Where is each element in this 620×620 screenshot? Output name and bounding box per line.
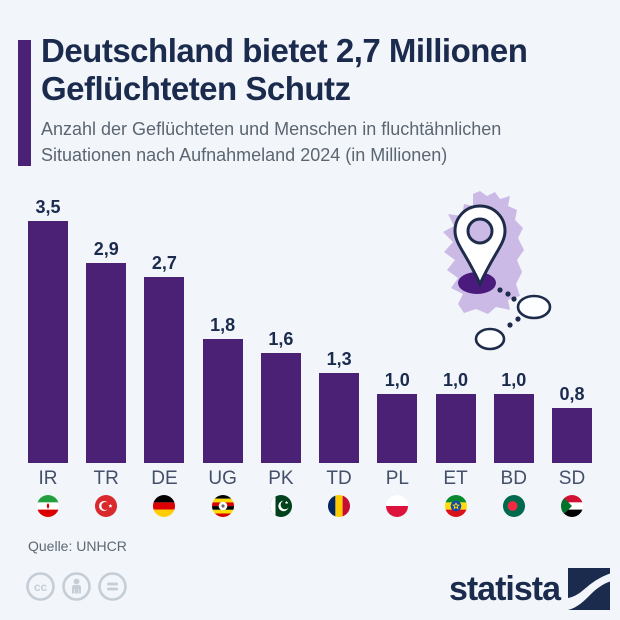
bar-category-label: PK xyxy=(268,468,294,489)
bar-meta: PL xyxy=(386,463,409,525)
bar-column-PK: 1,6 PK xyxy=(260,195,301,525)
bar-column-DE: 2,7 DE xyxy=(144,195,185,525)
chart-title-line2: Geflüchteten Schutz xyxy=(41,70,351,107)
statista-wordmark: statista xyxy=(448,570,561,608)
bar-meta: PK xyxy=(268,463,294,525)
flag-poland-icon xyxy=(386,495,409,517)
chart-subtitle-line2: Situationen nach Aufnahmeland 2024 (in M… xyxy=(41,145,448,165)
bar-column-TD: 1,3 TD xyxy=(319,195,360,525)
flag-iran-icon xyxy=(37,495,59,517)
bar-meta: TR xyxy=(94,463,119,525)
bar-meta: SD xyxy=(559,463,585,525)
svg-text:cc: cc xyxy=(34,580,48,594)
flag-ethiopia-icon xyxy=(444,495,467,517)
bar-value-label: 1,0 xyxy=(384,370,410,390)
bar-meta: IR xyxy=(37,463,59,525)
bar-meta: BD xyxy=(501,463,527,525)
bar-column-ET: 1,0 ET xyxy=(435,195,476,525)
dotted-trail xyxy=(497,287,521,328)
bar-meta: UG xyxy=(208,463,237,525)
chart-subtitle: Anzahl der Geflüchteten und Menschen in … xyxy=(41,116,586,168)
germany-map-pin-icon xyxy=(443,191,552,351)
statista-logo-mark-icon xyxy=(568,568,610,610)
bar-column-TR: 2,9 TR xyxy=(86,195,127,525)
bar-category-label: SD xyxy=(558,468,586,489)
bar-BD[interactable] xyxy=(493,394,534,463)
bar-PL[interactable] xyxy=(377,394,418,463)
bar-value-label: 1,0 xyxy=(443,370,469,390)
chart-title: Deutschland bietet 2,7 Millionen Geflüch… xyxy=(41,32,606,108)
bar-category-label: PL xyxy=(385,468,409,489)
statista-logo[interactable]: statista xyxy=(449,568,610,610)
thought-bubble-large xyxy=(516,294,552,320)
flag-bangladesh-icon xyxy=(502,495,525,517)
source-label: Quelle: UNHCR xyxy=(28,538,127,554)
bar-UG[interactable] xyxy=(202,339,243,463)
flag-germany-icon xyxy=(153,495,176,517)
bar-value-label: 2,9 xyxy=(93,239,119,259)
pin-base-ellipse xyxy=(458,272,496,294)
germany-map-illustration xyxy=(420,186,600,364)
flag-pakistan-icon xyxy=(269,495,292,517)
chart-subtitle-line1: Anzahl der Geflüchteten und Menschen in … xyxy=(41,119,502,139)
bar-value-label: 1,6 xyxy=(268,329,294,349)
person-icon[interactable] xyxy=(61,571,92,602)
bar-meta: TD xyxy=(326,463,352,525)
flag-uganda-icon xyxy=(211,495,234,517)
bar-category-label: DE xyxy=(151,468,178,489)
license-icons: cc xyxy=(25,571,128,602)
bar-chart: 3,5 IR 2,9 TR 2,7 DE 1,8 UG 1,6 PK 1,3 TD 1,0 PL 1,0 ET… xyxy=(28,195,592,525)
bar-DE[interactable] xyxy=(144,277,185,463)
bar-value-label: 1,8 xyxy=(210,315,236,335)
bar-TD[interactable] xyxy=(319,373,360,463)
bar-column-SD: 0,8 SD xyxy=(551,195,592,525)
bar-column-PL: 1,0 PL xyxy=(377,195,418,525)
cc-icon[interactable]: cc xyxy=(25,571,56,602)
thought-bubble-small xyxy=(474,327,506,351)
bar-IR[interactable] xyxy=(28,221,68,463)
title-accent-bar xyxy=(18,40,31,166)
bar-value-label: 3,5 xyxy=(35,197,61,217)
location-pin-icon xyxy=(453,204,507,288)
bar-category-label: TR xyxy=(93,468,119,489)
chart-title-line1: Deutschland bietet 2,7 Millionen xyxy=(41,32,528,69)
bar-category-label: UG xyxy=(208,468,237,489)
bar-category-label: BD xyxy=(500,468,527,489)
flag-sudan-icon xyxy=(560,495,583,517)
bar-category-label: IR xyxy=(38,468,58,489)
bar-category-label: TD xyxy=(326,468,352,489)
bar-category-label: ET xyxy=(443,468,468,489)
flag-turkey-icon xyxy=(95,495,118,517)
bar-meta: ET xyxy=(443,463,468,525)
bar-ET[interactable] xyxy=(435,394,476,463)
bar-meta: DE xyxy=(151,463,178,525)
location-pin-hole xyxy=(466,217,494,245)
bar-column-UG: 1,8 UG xyxy=(202,195,243,525)
bar-column-BD: 1,0 BD xyxy=(493,195,534,525)
bar-column-IR: 3,5 IR xyxy=(28,195,68,525)
bar-PK[interactable] xyxy=(260,353,301,463)
bar-SD[interactable] xyxy=(551,408,592,463)
equals-icon[interactable] xyxy=(97,571,128,602)
bar-value-label: 1,3 xyxy=(326,349,352,369)
flag-chad-icon xyxy=(328,495,351,517)
bar-TR[interactable] xyxy=(86,263,127,463)
bar-value-label: 2,7 xyxy=(151,253,177,273)
bar-value-label: 1,0 xyxy=(501,370,527,390)
bar-value-label: 0,8 xyxy=(559,384,585,404)
